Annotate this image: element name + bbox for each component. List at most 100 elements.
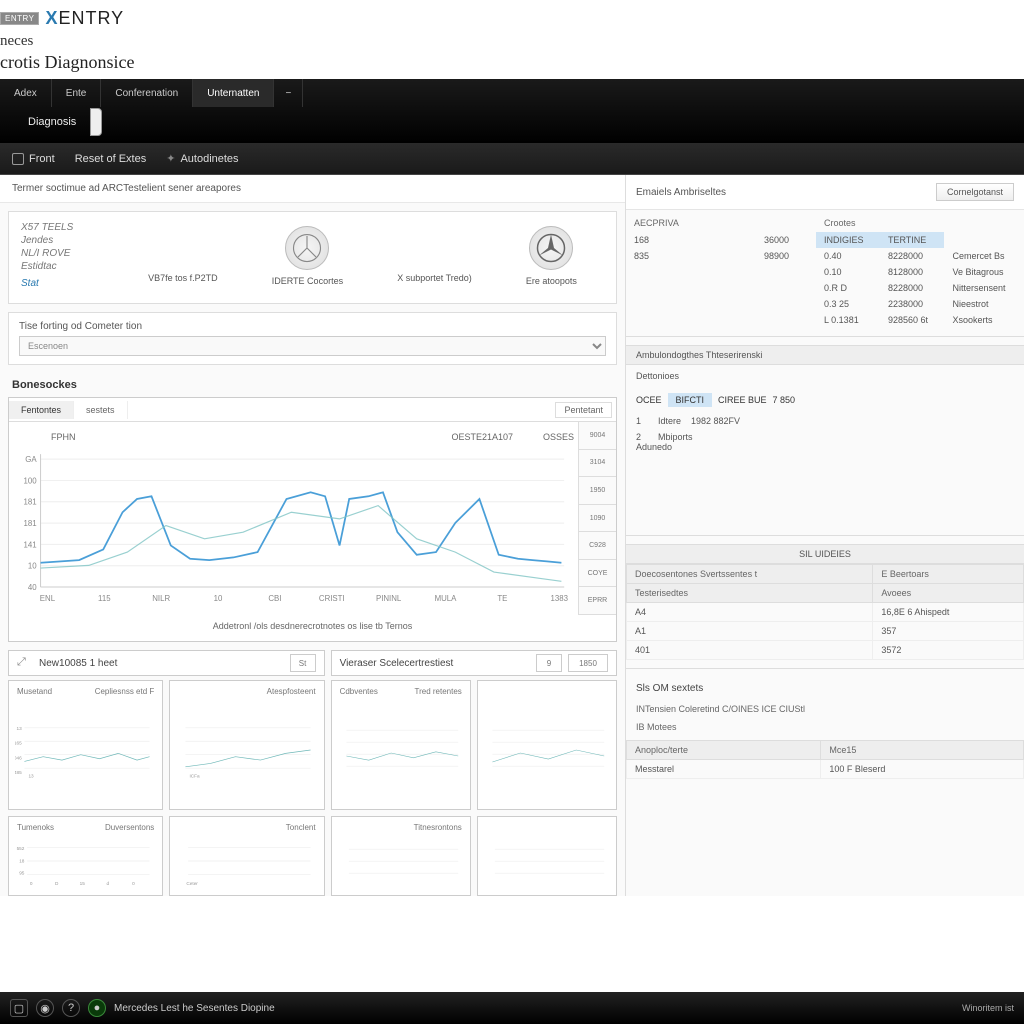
header-box-1[interactable]: St xyxy=(290,654,316,672)
vehicle-code-1: X57 TEELS xyxy=(21,222,121,233)
svg-text:d: d xyxy=(107,881,110,886)
header-subtitle-1: neces xyxy=(0,33,1024,50)
logo-badge: ENTRY xyxy=(0,12,39,25)
vehicle-cap-4: Ere atoopots xyxy=(526,276,577,286)
svg-text:95: 95 xyxy=(19,870,25,875)
svg-text:0: 0 xyxy=(132,881,135,886)
lower-right-header: Vieraser Scelecertrestiest 9 1850 xyxy=(331,650,617,676)
mini-chart xyxy=(477,816,617,896)
brand-logo-1 xyxy=(285,226,329,270)
cube-icon xyxy=(12,153,24,165)
svg-text:141: 141 xyxy=(23,540,36,549)
taskbar-icon-4[interactable]: ● xyxy=(88,999,106,1017)
toolbar-auto[interactable]: ✦ Autodinetes xyxy=(166,152,238,165)
svg-text:485: 485 xyxy=(15,770,22,775)
panel4-title: Sls OM sextets xyxy=(626,677,1024,700)
svg-text:13: 13 xyxy=(28,774,34,779)
tab-adex[interactable]: Adex xyxy=(0,79,52,107)
mini-chart: CdbventesTred retentes xyxy=(331,680,471,810)
legend-1: FPHN xyxy=(51,432,76,442)
vehicle-code-3: NL/I ROVE xyxy=(21,248,121,259)
main-chart-panel: Fentontes sestets Pentetant FPHN OESTE21… xyxy=(8,397,617,642)
tab-collapse[interactable]: − xyxy=(274,79,303,107)
svg-text:1383: 1383 xyxy=(550,594,568,603)
panel2-title: Dettonioes xyxy=(626,365,1024,387)
tab-ente[interactable]: Ente xyxy=(52,79,102,107)
vehicle-cap-3: X subportet Tredo) xyxy=(397,273,472,283)
mini-chart xyxy=(477,680,617,810)
svg-text:0: 0 xyxy=(30,881,33,886)
svg-text:PININL: PININL xyxy=(376,594,402,603)
svg-text:ENL: ENL xyxy=(40,594,56,603)
svg-text:Ceter: Ceter xyxy=(187,881,199,886)
subtab-handle[interactable] xyxy=(90,108,102,136)
vehicle-code-2: Jendes xyxy=(21,235,121,246)
svg-text:MULA: MULA xyxy=(435,594,458,603)
taskbar-app-title[interactable]: Mercedes Lest he Sesentes Diopine xyxy=(114,1003,275,1014)
legend-2: OESTE21A107 xyxy=(451,432,513,442)
brand-logo-2 xyxy=(529,226,573,270)
dropdown-label: Tise forting od Cometer tion xyxy=(19,321,606,332)
chart-tab-2[interactable]: sestets xyxy=(74,401,128,419)
expand-icon[interactable]: ⤢ xyxy=(17,656,31,670)
mini-chart: TonclentCeter xyxy=(169,816,324,896)
chart-options-button[interactable]: Pentetant xyxy=(555,402,612,418)
subtab-diagnosis[interactable]: Diagnosis xyxy=(20,112,84,132)
main-line-chart: GA1001811811411040 ENL115NILR10CBICRISTI… xyxy=(13,448,574,608)
svg-text:D: D xyxy=(55,881,59,886)
svg-text:10: 10 xyxy=(28,562,37,571)
svg-text:15: 15 xyxy=(80,881,86,886)
chart-section-title: Bonesockes xyxy=(0,373,625,397)
svg-text:552: 552 xyxy=(17,846,25,851)
toolbar-reset[interactable]: Reset of Extes xyxy=(75,153,147,165)
toolbar-front[interactable]: Front xyxy=(12,153,55,165)
svg-text:100: 100 xyxy=(23,476,37,485)
taskbar: ▢ ◉ ? ● Mercedes Lest he Sesentes Diopin… xyxy=(0,992,1024,1024)
tab-conferenation[interactable]: Conferenation xyxy=(101,79,193,107)
vehicle-start-link[interactable]: Stat xyxy=(21,278,121,289)
filter-2[interactable]: BIFCTI xyxy=(668,393,713,407)
header-box-2[interactable]: 9 xyxy=(536,654,562,672)
svg-text:TE: TE xyxy=(497,594,507,603)
svg-text:115: 115 xyxy=(98,594,111,603)
svg-text:18: 18 xyxy=(19,858,25,863)
filter-3[interactable]: CIREE BUE xyxy=(718,395,767,405)
taskbar-icon-1[interactable]: ▢ xyxy=(10,999,28,1017)
svg-text:CBI: CBI xyxy=(268,594,281,603)
legend-3: OSSES xyxy=(543,432,574,442)
svg-text:10: 10 xyxy=(214,594,223,603)
panel2-header: Ambulondogthes Thteserirenski xyxy=(626,345,1024,365)
lower-left-header: ⤢ New10085 1 heet St xyxy=(8,650,325,676)
panel3-header: SIL UIDEIES xyxy=(626,544,1024,564)
svg-text:181: 181 xyxy=(23,519,36,528)
app-logo: XENTRY xyxy=(45,8,124,29)
taskbar-icon-2[interactable]: ◉ xyxy=(36,999,54,1017)
data-table-2: Doecosentones Svertssentes t E Beertoars… xyxy=(626,564,1024,660)
vehicle-code-4: Estidtac xyxy=(21,261,121,272)
taskbar-icon-3[interactable]: ? xyxy=(62,999,80,1017)
svg-text:165: 165 xyxy=(15,741,22,746)
mini-chart: TumenoksDuversentons55218950D15d0 xyxy=(8,816,163,896)
svg-text:NILR: NILR xyxy=(152,594,170,603)
panel4-line2: IB Motees xyxy=(626,718,1024,736)
taskbar-status: Winoritem ist xyxy=(962,1003,1014,1013)
configure-button[interactable]: Cornelgotanst xyxy=(936,183,1014,201)
chart-tab-1[interactable]: Fentontes xyxy=(9,401,74,419)
vehicle-cap-2: IDERTE Cocortes xyxy=(272,276,343,286)
svg-text:GA: GA xyxy=(25,455,37,464)
filter-4[interactable]: 7 850 xyxy=(773,395,796,405)
header-subtitle-2: crotis Diagnonsice xyxy=(0,52,1024,73)
converter-select[interactable]: Escenoen xyxy=(19,336,606,356)
filter-1[interactable]: OCEE xyxy=(636,395,662,405)
mini-chart: MusetandCepliesnss etd F13165804648513 xyxy=(8,680,163,810)
tab-unternatten[interactable]: Unternatten xyxy=(193,79,274,107)
svg-text:13: 13 xyxy=(17,726,23,731)
chart-caption: Addetronl /ols desdnerecrotnotes os lise… xyxy=(9,615,616,641)
svg-text:CRISTI: CRISTI xyxy=(319,594,345,603)
breadcrumb: Termer soctimue ad ARCTestelient sener a… xyxy=(0,175,625,203)
header-box-3[interactable]: 1850 xyxy=(568,654,608,672)
svg-text:ICFa: ICFa xyxy=(190,774,201,779)
svg-text:8046: 8046 xyxy=(15,755,22,760)
panel4-line1: INTensien Coleretind C/OINES ICE CIUStl xyxy=(626,700,1024,718)
data-table-1: AECPRIVA Crootes 168 36000 INDIGIES TERT… xyxy=(626,214,1024,328)
